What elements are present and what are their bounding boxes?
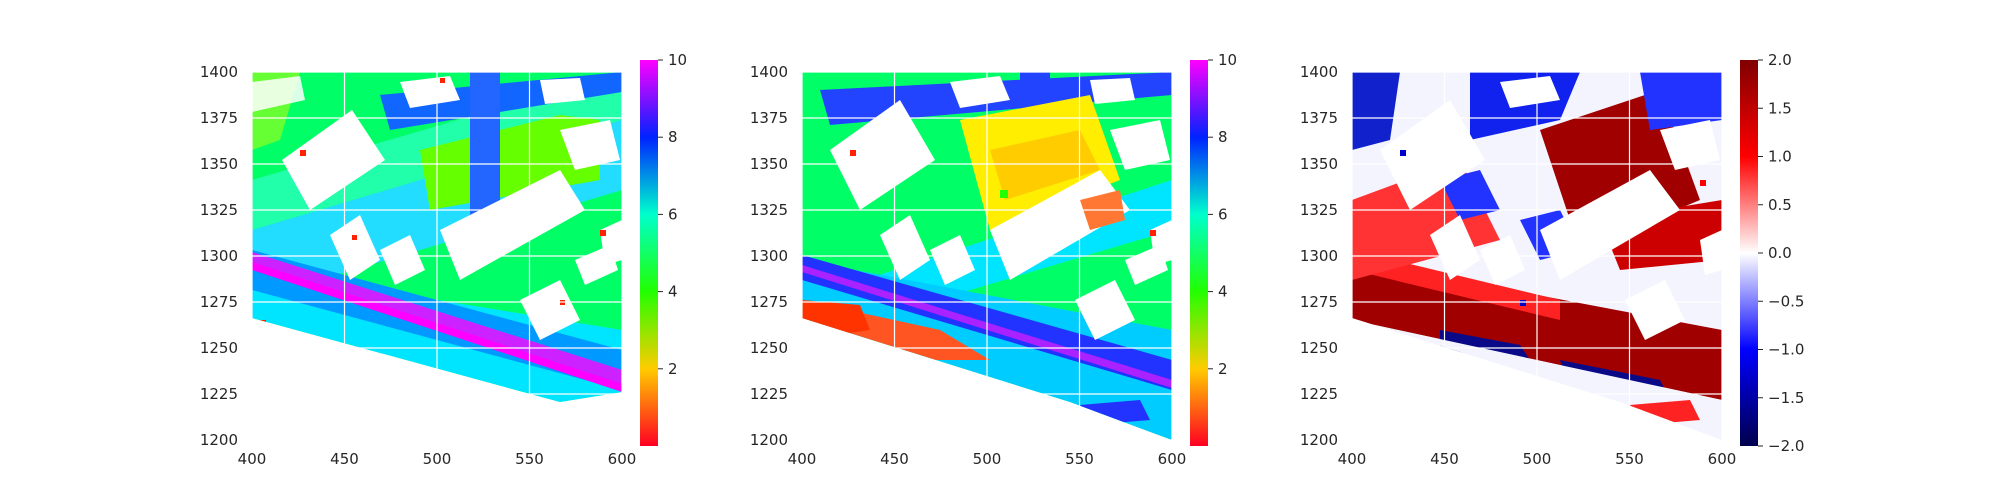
y-tick-label: 1250: [750, 339, 788, 357]
colorbar-tick-label: 0.0: [1768, 244, 1792, 262]
y-tick-label: 1200: [1300, 431, 1338, 449]
panel-2: 400 450 500 550 600 1200 1225 1250 1275 1300 1325…: [750, 51, 1237, 468]
y-tick-label: 1350: [750, 155, 788, 173]
colorbar-tick-label: −1.0: [1768, 341, 1804, 359]
y-tick-label: 1250: [200, 339, 238, 357]
y-tick-label: 1350: [1300, 155, 1338, 173]
colorbar-tick-label: −2.0: [1768, 437, 1804, 455]
colorbar-2: 2 4 6 8 10: [1190, 51, 1237, 446]
x-tick-label: 550: [515, 450, 544, 468]
colorbar-tick-label: 10: [1218, 51, 1237, 69]
colorbar-gradient: [640, 60, 658, 446]
x-tick-label: 600: [1158, 450, 1187, 468]
x-tick-label: 450: [880, 450, 909, 468]
x-tick-label: 550: [1065, 450, 1094, 468]
y-tick-label: 1400: [200, 63, 238, 81]
grid-1: [251, 71, 623, 441]
y-tick-label: 1400: [1300, 63, 1338, 81]
x-axis-1: 400 450 500 550 600: [238, 450, 637, 468]
colorbar-tick-label: 2.0: [1768, 51, 1792, 69]
y-tick-label: 1225: [200, 385, 238, 403]
x-tick-label: 500: [973, 450, 1002, 468]
y-tick-label: 1275: [750, 293, 788, 311]
y-tick-label: 1225: [1300, 385, 1338, 403]
y-tick-label: 1225: [750, 385, 788, 403]
x-tick-label: 400: [788, 450, 817, 468]
colorbar-tick-label: 8: [668, 128, 678, 146]
colorbar-tick-label: 8: [1218, 128, 1228, 146]
y-tick-label: 1300: [200, 247, 238, 265]
y-tick-label: 1200: [200, 431, 238, 449]
x-axis-3: 400 450 500 550 600: [1338, 450, 1737, 468]
y-tick-label: 1375: [1300, 109, 1338, 127]
colorbar-tick-label: 2: [668, 360, 678, 378]
colorbar-1: 2 4 6 8 10: [640, 51, 687, 446]
colorbar-gradient: [1740, 60, 1758, 446]
y-axis-3: 1200 1225 1250 1275 1300 1325 1350 1375 1400: [1300, 63, 1338, 449]
x-tick-label: 450: [1430, 450, 1459, 468]
colorbar-tick-label: 2: [1218, 360, 1228, 378]
y-tick-label: 1300: [750, 247, 788, 265]
y-axis-1: 1200 1225 1250 1275 1300 1325 1350 1375 1400: [200, 63, 238, 449]
y-tick-label: 1375: [200, 109, 238, 127]
x-tick-label: 500: [423, 450, 452, 468]
x-axis-2: 400 450 500 550 600: [788, 450, 1187, 468]
colorbar-tick-label: −0.5: [1768, 292, 1804, 310]
panel-3: 400 450 500 550 600 1200 1225 1250 1275 1300 1325…: [1300, 51, 1805, 468]
x-tick-label: 500: [1523, 450, 1552, 468]
x-tick-label: 600: [1708, 450, 1737, 468]
y-tick-label: 1275: [1300, 293, 1338, 311]
colorbar-tick-label: 10: [668, 51, 687, 69]
colorbar-tick-label: −1.5: [1768, 389, 1804, 407]
colorbar-tick-label: 1.5: [1768, 99, 1792, 117]
y-tick-label: 1375: [750, 109, 788, 127]
x-tick-label: 400: [238, 450, 267, 468]
grid-2: [801, 71, 1173, 441]
x-tick-label: 550: [1615, 450, 1644, 468]
colorbar-3: −2.0 −1.5 −1.0 −0.5 0.0 0.5 1.0 1.5 2.0: [1740, 51, 1804, 455]
x-tick-label: 400: [1338, 450, 1367, 468]
colorbar-tick-label: 4: [1218, 283, 1228, 301]
colorbar-gradient: [1190, 60, 1208, 446]
y-tick-label: 1200: [750, 431, 788, 449]
y-tick-label: 1250: [1300, 339, 1338, 357]
x-tick-label: 600: [608, 450, 637, 468]
colorbar-tick-label: 1.0: [1768, 148, 1792, 166]
y-tick-label: 1275: [200, 293, 238, 311]
y-tick-label: 1400: [750, 63, 788, 81]
panel-1: 400 450 500 550 600 1200 1225 1250 1275 1300 1325…: [200, 51, 687, 468]
grid-3: [1351, 71, 1723, 441]
colorbar-tick-label: 4: [668, 283, 678, 301]
y-tick-label: 1350: [200, 155, 238, 173]
y-axis-2: 1200 1225 1250 1275 1300 1325 1350 1375 1400: [750, 63, 788, 449]
y-tick-label: 1300: [1300, 247, 1338, 265]
colorbar-tick-label: 6: [668, 205, 678, 223]
y-tick-label: 1325: [200, 201, 238, 219]
colorbar-tick-label: 0.5: [1768, 196, 1792, 214]
x-tick-label: 450: [330, 450, 359, 468]
y-tick-label: 1325: [750, 201, 788, 219]
y-tick-label: 1325: [1300, 201, 1338, 219]
colorbar-tick-label: 6: [1218, 205, 1228, 223]
